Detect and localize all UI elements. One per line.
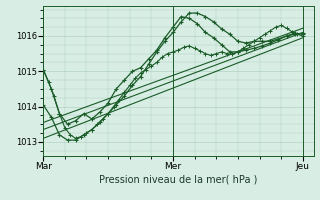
- X-axis label: Pression niveau de la mer( hPa ): Pression niveau de la mer( hPa ): [99, 174, 258, 184]
